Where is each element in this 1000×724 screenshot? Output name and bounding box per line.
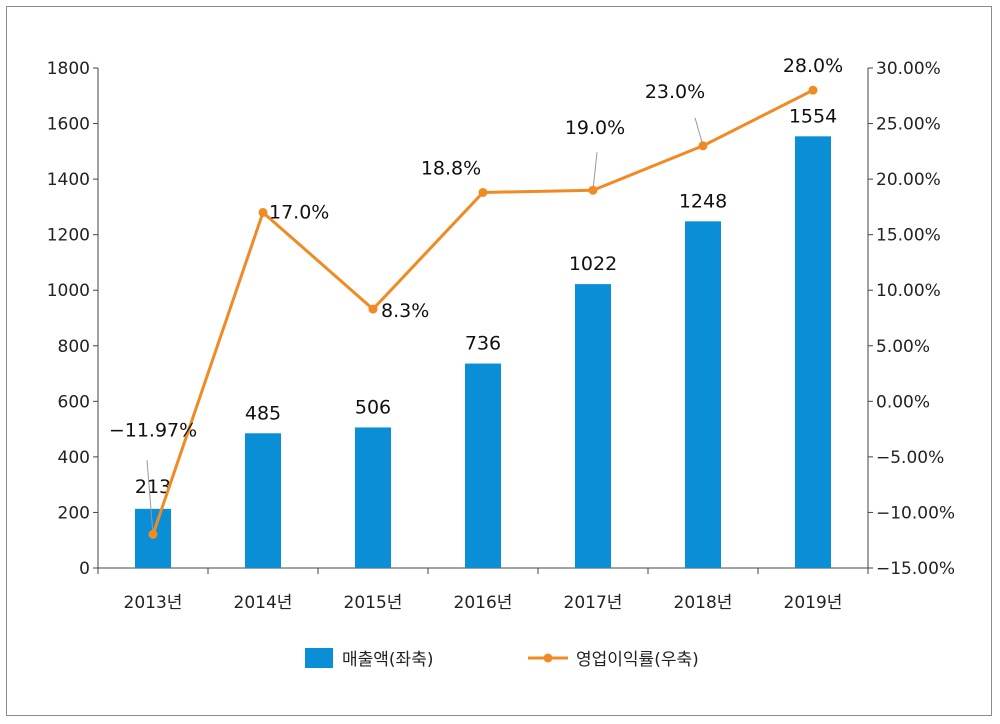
left-tick-label: 0 xyxy=(79,559,90,579)
bar-data-label: 213 xyxy=(135,476,171,498)
bar xyxy=(575,284,611,568)
left-tick-label: 1400 xyxy=(47,170,90,190)
right-tick-label: 25.00% xyxy=(876,115,941,135)
line-data-label: 19.0% xyxy=(565,117,625,139)
x-tick-label: 2013년 xyxy=(124,593,183,613)
line-marker xyxy=(808,85,818,95)
x-tick-label: 2014년 xyxy=(234,593,293,613)
right-tick-label: 15.00% xyxy=(876,226,941,246)
line-marker xyxy=(258,207,268,217)
line-marker xyxy=(368,304,378,314)
line-data-label: 18.8% xyxy=(421,157,481,179)
line-label-leader xyxy=(146,460,154,535)
bar xyxy=(795,136,831,569)
line-label-leader xyxy=(592,152,598,191)
right-tick-label: −5.00% xyxy=(876,448,944,468)
line-data-label: 28.0% xyxy=(783,55,843,77)
x-tick-label: 2015년 xyxy=(344,593,403,613)
bar-data-label: 736 xyxy=(465,333,501,355)
line-label-leader xyxy=(694,117,704,146)
line-data-label: 23.0% xyxy=(645,81,705,103)
left-tick-label: 800 xyxy=(58,337,90,357)
bar xyxy=(685,221,721,569)
left-tick-label: 1000 xyxy=(47,281,90,301)
bar xyxy=(355,427,391,568)
bar xyxy=(465,363,501,568)
right-tick-label: 20.00% xyxy=(876,170,941,190)
left-tick-label: 1800 xyxy=(47,59,90,79)
right-tick-label: 10.00% xyxy=(876,281,941,301)
x-tick-label: 2017년 xyxy=(564,593,623,613)
line-marker xyxy=(148,529,158,539)
right-tick-label: −15.00% xyxy=(876,559,955,579)
right-tick-label: −10.00% xyxy=(876,503,955,523)
bar-data-label: 1022 xyxy=(569,253,617,275)
left-tick-label: 200 xyxy=(58,503,90,523)
left-tick-label: 1600 xyxy=(47,115,90,135)
bar-data-label: 485 xyxy=(245,402,281,424)
line-data-label: −11.97% xyxy=(109,419,197,441)
right-tick-label: 5.00% xyxy=(876,337,930,357)
legend-swatch-bar xyxy=(305,648,333,668)
bar-data-label: 1554 xyxy=(789,105,837,127)
line-data-label: 17.0% xyxy=(269,201,329,223)
bar xyxy=(245,433,281,568)
legend-label-bar: 매출액(좌축) xyxy=(342,650,433,670)
left-tick-label: 1200 xyxy=(47,226,90,246)
bar-data-label: 506 xyxy=(355,396,391,418)
line-marker xyxy=(478,187,488,197)
x-tick-label: 2016년 xyxy=(454,593,513,613)
right-tick-label: 30.00% xyxy=(876,59,941,79)
legend-label-line: 영업이익률(우축) xyxy=(576,650,699,670)
right-tick-label: 0.00% xyxy=(876,392,930,412)
x-tick-label: 2018년 xyxy=(674,593,733,613)
x-tick-label: 2019년 xyxy=(784,593,843,613)
line-marker xyxy=(588,185,598,195)
legend-swatch-marker xyxy=(543,653,553,663)
line-marker xyxy=(698,141,708,151)
bar-data-label: 1248 xyxy=(679,190,727,212)
left-tick-label: 400 xyxy=(58,448,90,468)
left-tick-label: 600 xyxy=(58,392,90,412)
line-data-label: 8.3% xyxy=(381,300,429,322)
